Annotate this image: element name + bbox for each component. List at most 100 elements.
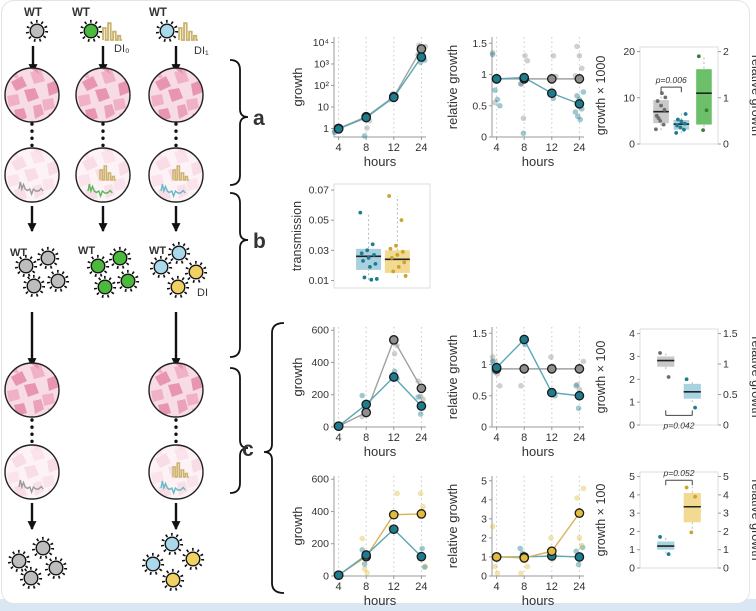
svg-text:0: 0 bbox=[629, 563, 635, 575]
svg-text:growth × 100: growth × 100 bbox=[594, 341, 608, 414]
output-arrows bbox=[27, 503, 181, 531]
svg-text:1: 1 bbox=[481, 551, 487, 563]
panel-braces bbox=[229, 59, 285, 594]
svg-text:4: 4 bbox=[336, 581, 342, 593]
chart-c1-growth-boxplot: 0 1 2 3 4 growth × 100 0 0.5 1 1.5 relative growth… bbox=[592, 313, 756, 435]
passage-dots-1 bbox=[30, 122, 178, 149]
svg-text:10: 10 bbox=[623, 92, 635, 104]
panel-label-c: c bbox=[242, 438, 254, 461]
brace-c-right bbox=[263, 322, 285, 594]
cell-culture-faded-icon bbox=[146, 442, 206, 499]
cell-culture-faded-icon bbox=[73, 145, 133, 202]
chart-c2-growth-boxplot: 0 1 2 3 4 5 growth × 100 0 1 2 3 4 5 relative growth p… bbox=[592, 460, 756, 582]
svg-text:0: 0 bbox=[481, 571, 487, 583]
svg-text:relative growth: relative growth bbox=[749, 336, 756, 417]
cell-culture-icon bbox=[73, 65, 133, 122]
svg-text:200: 200 bbox=[311, 538, 329, 550]
virus-cluster-gray-out bbox=[7, 536, 68, 590]
svg-text:hours: hours bbox=[364, 444, 397, 459]
svg-text:24: 24 bbox=[573, 581, 585, 593]
svg-text:0.01: 0.01 bbox=[309, 275, 330, 287]
svg-text:400: 400 bbox=[311, 357, 329, 369]
sequencing-row-2 bbox=[2, 442, 206, 499]
svg-text:4: 4 bbox=[336, 432, 342, 444]
wt-label-blue: WT bbox=[149, 7, 167, 19]
svg-text:0: 0 bbox=[629, 139, 635, 151]
svg-text:4: 4 bbox=[629, 489, 635, 501]
svg-text:growth × 100: growth × 100 bbox=[594, 484, 608, 557]
harvest-arrows bbox=[27, 206, 181, 233]
infection-arrows-2 bbox=[27, 312, 181, 368]
svg-text:8: 8 bbox=[521, 581, 527, 593]
svg-text:12: 12 bbox=[546, 142, 558, 154]
svg-text:4: 4 bbox=[481, 494, 487, 506]
svg-text:4: 4 bbox=[494, 581, 500, 593]
svg-text:relative growth: relative growth bbox=[749, 55, 756, 136]
svg-text:1: 1 bbox=[629, 544, 635, 556]
svg-text:12: 12 bbox=[388, 142, 400, 154]
svg-text:8: 8 bbox=[363, 142, 369, 154]
virus-icon-green bbox=[79, 19, 103, 43]
chart-c2-growth: 0 200 400 600 4 8 12 24 hours growth bbox=[288, 460, 440, 611]
svg-text:0.07: 0.07 bbox=[309, 185, 330, 197]
svg-text:8: 8 bbox=[521, 432, 527, 444]
svg-text:4: 4 bbox=[494, 432, 500, 444]
di0-label: DI₀ bbox=[114, 43, 130, 55]
chart-c1-growth: 0 200 400 600 4 8 12 24 hours growth bbox=[288, 313, 440, 465]
chart-a-growth-boxplot: 0 10 20 growth × 1000 0 1 2 relative growth p=0.… bbox=[592, 25, 756, 177]
svg-text:hours: hours bbox=[522, 444, 555, 459]
svg-text:hours: hours bbox=[522, 593, 555, 608]
svg-text:5: 5 bbox=[723, 471, 729, 483]
svg-text:600: 600 bbox=[311, 325, 329, 337]
svg-text:0.5: 0.5 bbox=[472, 100, 487, 112]
svg-text:400: 400 bbox=[311, 506, 329, 518]
cell-culture-faded-icon bbox=[146, 145, 206, 202]
cell-culture-icon bbox=[146, 360, 206, 417]
svg-text:24: 24 bbox=[573, 432, 585, 444]
svg-text:3: 3 bbox=[481, 513, 487, 525]
svg-text:24: 24 bbox=[573, 142, 585, 154]
svg-text:1.5: 1.5 bbox=[472, 38, 487, 50]
svg-text:200: 200 bbox=[311, 389, 329, 401]
cell-culture-icon bbox=[2, 65, 62, 122]
di0-genome-icon bbox=[102, 22, 123, 41]
chart-a-growth: 1 10 10² 10³ 10⁴ 4 8 12 24 hours growth bbox=[288, 25, 440, 177]
wt-label-gray-2: WT bbox=[10, 247, 27, 259]
svg-text:hours: hours bbox=[522, 154, 555, 169]
svg-text:0.05: 0.05 bbox=[309, 215, 330, 227]
virus-cluster-row: WT WT WT DI bbox=[10, 241, 208, 299]
svg-text:0: 0 bbox=[481, 422, 487, 434]
svg-text:p=0.006: p=0.006 bbox=[655, 75, 687, 85]
svg-text:10²: 10² bbox=[314, 80, 330, 92]
svg-text:1: 1 bbox=[723, 92, 729, 104]
svg-text:p=0.042: p=0.042 bbox=[663, 420, 695, 430]
brace-c-left bbox=[229, 367, 249, 494]
brace-a bbox=[229, 59, 249, 186]
svg-text:1.5: 1.5 bbox=[472, 328, 487, 340]
svg-text:600: 600 bbox=[311, 474, 329, 486]
chart-a-relative-growth: 0 0.5 1 1.5 4 8 12 24 hours relative growth bbox=[443, 25, 595, 177]
virus-cluster-green bbox=[86, 246, 140, 299]
svg-text:12: 12 bbox=[546, 432, 558, 444]
svg-text:24: 24 bbox=[415, 432, 427, 444]
svg-text:2: 2 bbox=[723, 526, 729, 538]
svg-text:0.03: 0.03 bbox=[309, 245, 330, 257]
svg-text:5: 5 bbox=[481, 475, 487, 487]
virus-icon-blue bbox=[155, 19, 179, 43]
output-cluster-row bbox=[7, 532, 205, 592]
panel-label-a: a bbox=[253, 107, 265, 130]
svg-text:p=0.052: p=0.052 bbox=[663, 468, 695, 478]
svg-text:24: 24 bbox=[415, 581, 427, 593]
virus-icon-gray bbox=[25, 19, 49, 43]
svg-text:hours: hours bbox=[364, 154, 397, 169]
chart-b-transmission-boxplot: 0.01 0.03 0.05 0.07 transmission bbox=[288, 176, 440, 308]
svg-text:2: 2 bbox=[629, 526, 635, 538]
cell-culture-icon bbox=[2, 360, 62, 417]
svg-text:10⁴: 10⁴ bbox=[313, 37, 329, 49]
svg-text:3: 3 bbox=[723, 508, 729, 520]
culture-row-2 bbox=[2, 360, 206, 417]
svg-text:1: 1 bbox=[629, 397, 635, 409]
svg-text:1: 1 bbox=[481, 359, 487, 371]
wt-label-gray: WT bbox=[24, 7, 42, 19]
svg-text:growth: growth bbox=[290, 506, 305, 545]
